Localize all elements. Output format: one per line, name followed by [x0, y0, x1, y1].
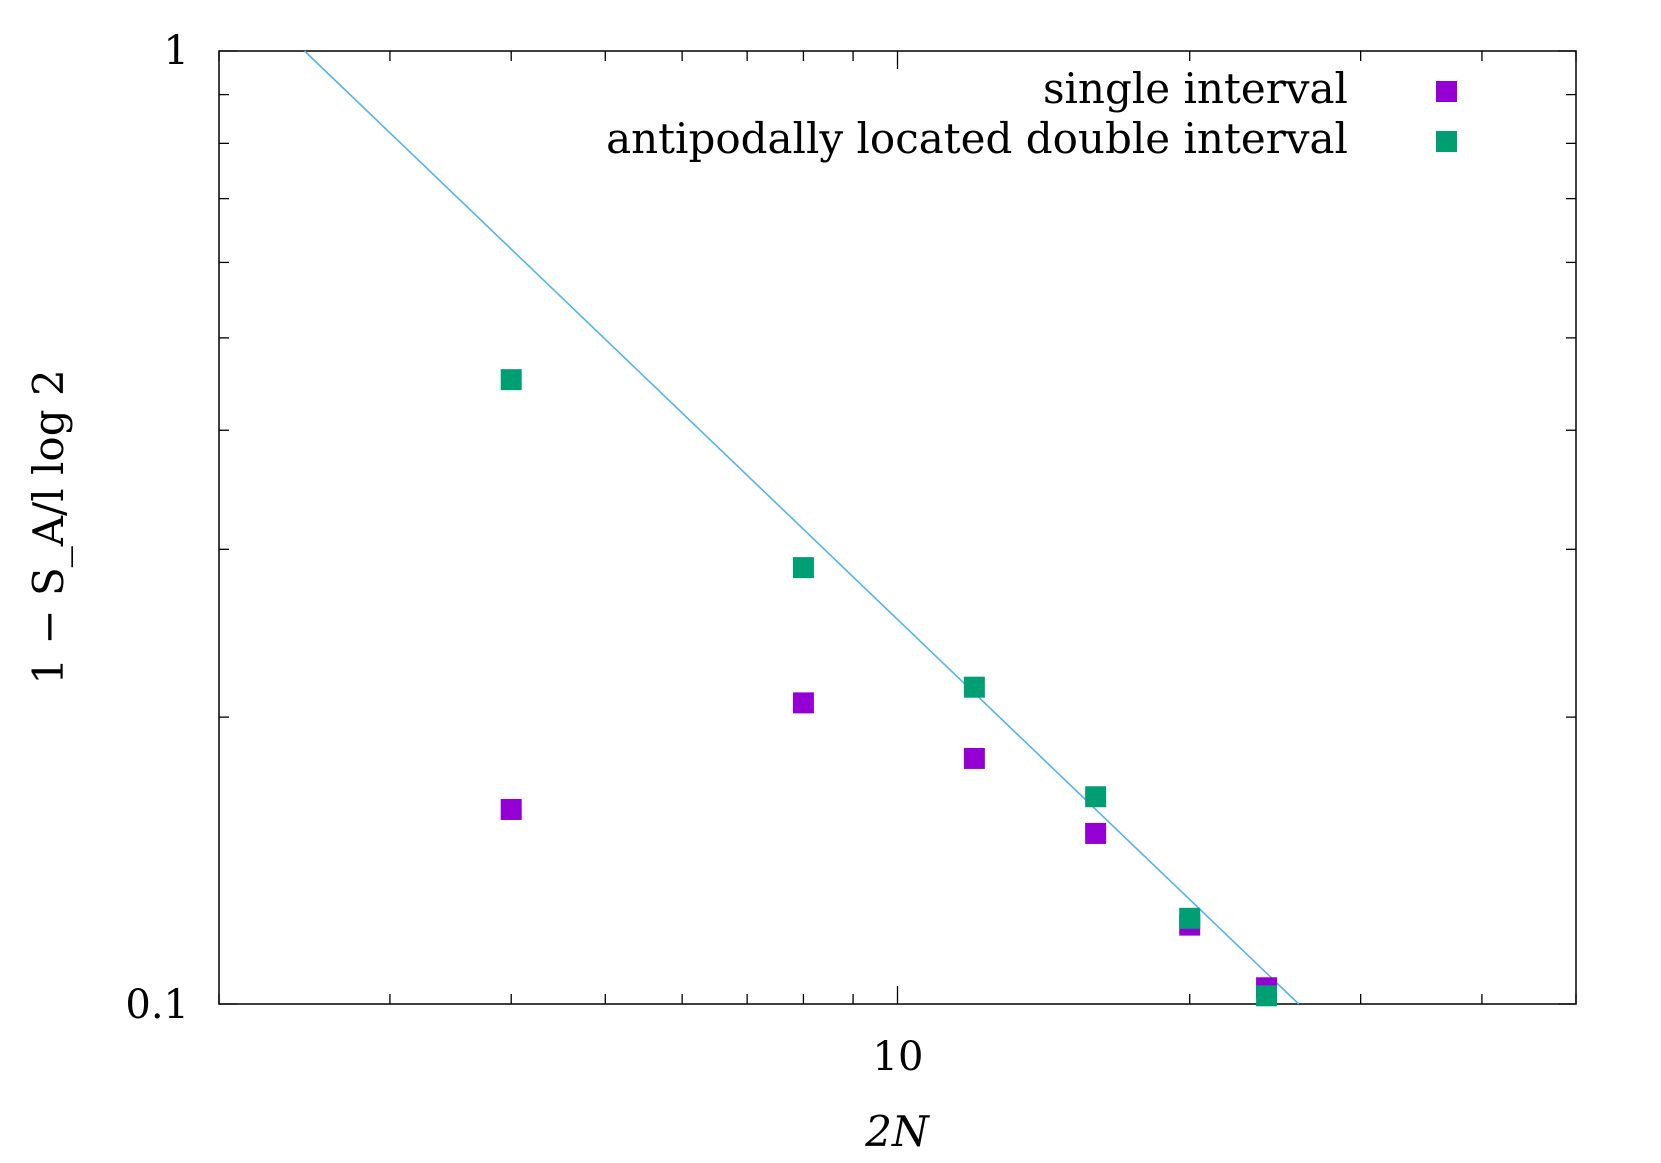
plot-frame: [218, 50, 1577, 1005]
point-series-1-2: [963, 676, 985, 698]
point-series-1-0: [500, 369, 522, 391]
point-series-1-3: [1085, 786, 1107, 808]
point-series-0-3: [1085, 822, 1107, 844]
axis-ticks: [218, 50, 1577, 1005]
data-points: [500, 369, 1278, 1007]
legend-label-single-interval: single interval: [1043, 64, 1348, 113]
fit-line: [304, 50, 1300, 1005]
x-axis-title: 2N: [864, 1107, 930, 1156]
point-series-1-1: [792, 557, 814, 579]
legend-marker-single-interval: [1436, 81, 1457, 102]
y-tick-label-1: 1: [164, 28, 189, 74]
y-tick-label-0.1: 0.1: [125, 982, 189, 1028]
point-series-0-2: [963, 747, 985, 769]
point-series-1-5: [1256, 985, 1278, 1007]
legend-marker-double-interval: [1436, 131, 1457, 152]
point-series-0-0: [500, 798, 522, 820]
y-axis-title: 1 − S_A/l log 2: [24, 369, 73, 684]
legend: single interval antipodally located doub…: [606, 64, 1457, 163]
x-tick-label-10: 10: [873, 1034, 924, 1080]
point-series-0-1: [792, 692, 814, 714]
point-series-1-4: [1179, 907, 1201, 929]
legend-label-double-interval: antipodally located double interval: [606, 114, 1348, 163]
